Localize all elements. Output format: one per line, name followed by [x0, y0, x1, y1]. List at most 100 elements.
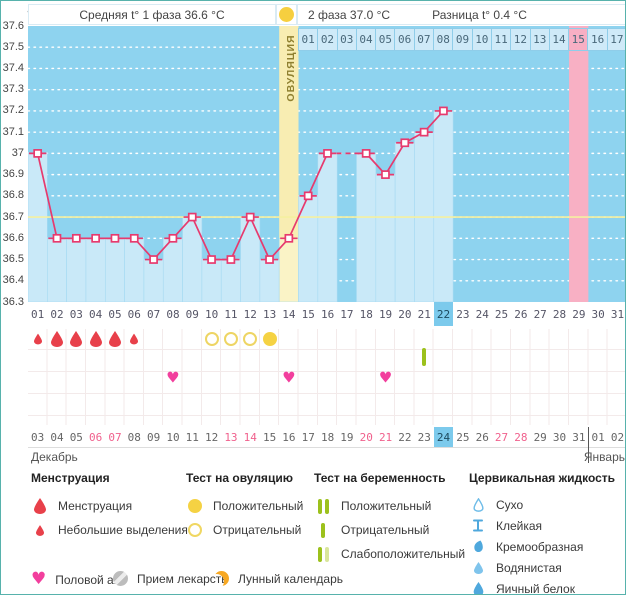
calendar-date-cell[interactable]: 17: [301, 430, 315, 444]
temperature-marker[interactable]: [419, 127, 429, 137]
calendar-date-cell[interactable]: 15: [262, 430, 277, 444]
cycle-day-cell[interactable]: 04: [89, 307, 103, 321]
cycle-day-cell[interactable]: 11: [224, 307, 238, 321]
cycle-day-cell[interactable]: 31: [610, 307, 625, 321]
month-divider: [588, 427, 589, 463]
calendar-date-cell[interactable]: 05: [69, 430, 83, 444]
calendar-date-cell[interactable]: 10: [166, 430, 180, 444]
temp-difference-label: Разница t° 0.4 °C: [432, 7, 527, 22]
calendar-date-cell[interactable]: 25: [456, 430, 470, 444]
cycle-day-cell[interactable]: 10: [204, 307, 219, 321]
cycle-day-cell[interactable]: 19: [378, 307, 393, 321]
cycle-day-cell[interactable]: 20: [398, 307, 412, 321]
cycle-day-cell[interactable]: 30: [591, 307, 605, 321]
cycle-day-cell[interactable]: 17: [340, 307, 354, 321]
cycle-day-cell[interactable]: 28: [552, 307, 567, 321]
calendar-date-cell[interactable]: 27: [494, 430, 509, 444]
cycle-day-cell[interactable]: 06: [127, 307, 141, 321]
temperature-marker[interactable]: [265, 255, 274, 264]
temperature-marker[interactable]: [168, 233, 178, 243]
calendar-date-cell[interactable]: 14: [243, 430, 257, 444]
calendar-date-cell[interactable]: 03: [31, 430, 45, 444]
cycle-day-cell[interactable]: 02: [50, 307, 64, 321]
temperature-marker[interactable]: [284, 233, 294, 243]
temperature-marker[interactable]: [226, 255, 236, 264]
cycle-day-cell[interactable]: 01: [31, 307, 45, 321]
legend-menstruation: Менструация Менструация Небольшие выделе…: [31, 471, 188, 542]
temperature-marker[interactable]: [439, 106, 448, 116]
calendar-date-cell[interactable]: 23: [417, 430, 431, 444]
temperature-marker[interactable]: [149, 255, 158, 264]
calendar-date-cell[interactable]: 28: [514, 430, 528, 444]
cycle-day-cell[interactable]: 03: [69, 307, 83, 321]
temperature-marker[interactable]: [129, 233, 139, 243]
cycle-day-cell[interactable]: 22: [433, 302, 454, 326]
calendar-date-cell[interactable]: 24: [433, 427, 454, 447]
cycle-day-cell[interactable]: 27: [533, 307, 547, 321]
temperature-marker[interactable]: [52, 233, 62, 243]
dpo-cell: 13: [530, 28, 550, 51]
cycle-day-cell[interactable]: 13: [262, 307, 277, 321]
calendar-date-cell[interactable]: 08: [127, 430, 141, 444]
calendar-date-cell[interactable]: 16: [282, 430, 296, 444]
temperature-chart[interactable]: ОВУЛЯЦИЯ: [28, 26, 626, 302]
y-tick-label: 36.6: [2, 231, 24, 244]
calendar-date-cell[interactable]: 30: [552, 430, 567, 444]
cycle-day-cell[interactable]: 14: [282, 307, 296, 321]
cycle-day-cell[interactable]: 08: [166, 307, 180, 321]
temperature-marker[interactable]: [323, 149, 332, 158]
calendar-date-cell[interactable]: 12: [204, 430, 219, 444]
calendar-date-cell[interactable]: 31: [572, 430, 586, 444]
calendar-date-cell[interactable]: 01: [591, 430, 605, 444]
cycle-day-cell[interactable]: 21: [417, 307, 431, 321]
calendar-date-cell[interactable]: 13: [224, 430, 238, 444]
calendar-date-cell[interactable]: 19: [340, 430, 354, 444]
calendar-date-cell[interactable]: 02: [610, 430, 625, 444]
calendar-date-cell[interactable]: 06: [89, 430, 103, 444]
temperature-line-segment: [230, 216, 251, 260]
legend-pregnancy-test: Тест на беременность Положительный Отриц…: [314, 471, 465, 566]
y-tick-label: 37.4: [2, 61, 24, 74]
cycle-day-cell[interactable]: 16: [320, 307, 335, 321]
temperature-marker[interactable]: [361, 149, 371, 158]
temperature-marker[interactable]: [381, 170, 390, 179]
cycle-day-cell[interactable]: 23: [456, 307, 470, 321]
intercourse-mark: ♥: [166, 368, 180, 387]
calendar-date-cell[interactable]: 26: [475, 430, 489, 444]
creamy-icon: [469, 540, 487, 553]
temperature-marker[interactable]: [245, 212, 255, 222]
temperature-marker[interactable]: [110, 233, 120, 243]
y-tick-label: 37.1: [2, 125, 24, 138]
temperature-column-fill: [278, 238, 299, 302]
ovulation-test-mark: [262, 332, 277, 346]
cycle-day-cell[interactable]: 07: [147, 307, 161, 321]
cycle-day-cell[interactable]: 26: [514, 307, 528, 321]
calendar-date-cell[interactable]: 07: [108, 430, 122, 444]
cycle-day-cell[interactable]: 18: [359, 307, 373, 321]
cycle-day-cell[interactable]: 29: [572, 307, 586, 321]
temperature-marker[interactable]: [33, 149, 43, 158]
temperature-column-fill: [356, 153, 377, 302]
cycle-day-cell[interactable]: 25: [494, 307, 509, 321]
calendar-date-cell[interactable]: 04: [50, 430, 64, 444]
calendar-date-cell[interactable]: 21: [378, 430, 393, 444]
cycle-day-cell[interactable]: 12: [243, 307, 257, 321]
legend-item-dry: Сухо: [469, 494, 615, 515]
temperature-marker[interactable]: [207, 255, 216, 264]
calendar-date-cell[interactable]: 29: [533, 430, 547, 444]
temperature-marker[interactable]: [91, 233, 100, 243]
temperature-marker[interactable]: [303, 191, 313, 201]
calendar-date-cell[interactable]: 09: [147, 430, 161, 444]
calendar-date-cell[interactable]: 20: [359, 430, 373, 444]
cycle-day-cell[interactable]: 24: [475, 307, 489, 321]
temperature-marker[interactable]: [400, 138, 410, 148]
calendar-date-cell[interactable]: 22: [398, 430, 412, 444]
cycle-day-cell[interactable]: 05: [108, 307, 122, 321]
calendar-date-cell[interactable]: 18: [320, 430, 335, 444]
temperature-marker[interactable]: [187, 212, 197, 222]
cycle-day-cell[interactable]: 09: [185, 307, 199, 321]
temperature-column-fill: [201, 259, 222, 302]
calendar-date-cell[interactable]: 11: [185, 430, 199, 444]
cycle-day-cell[interactable]: 15: [301, 307, 315, 321]
temperature-marker[interactable]: [71, 233, 81, 243]
